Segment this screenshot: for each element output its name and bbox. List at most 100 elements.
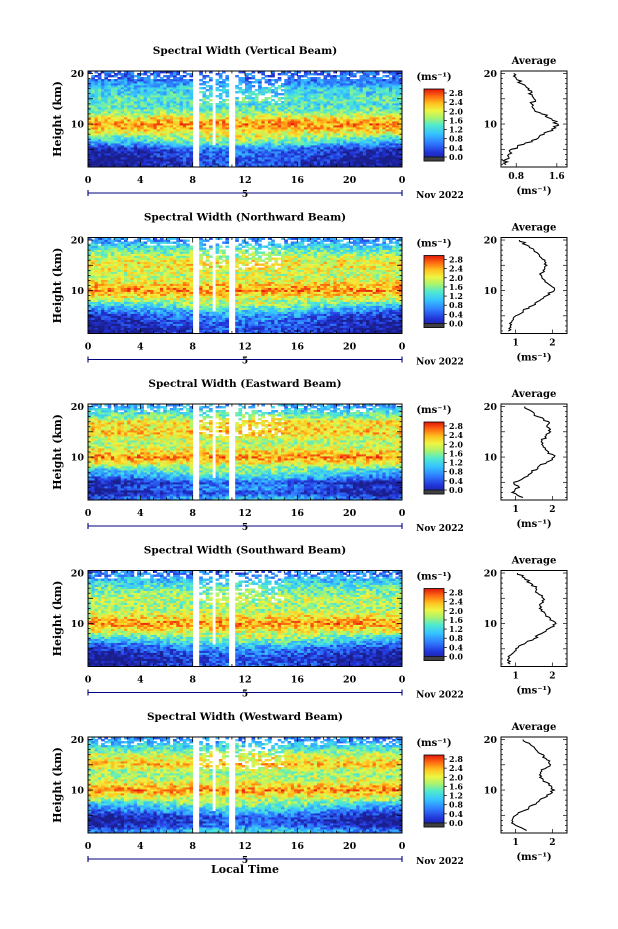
heatmap-cell — [97, 153, 102, 156]
heatmap-cell — [182, 165, 187, 168]
heatmap-cell — [310, 77, 315, 80]
heatmap-cell — [101, 159, 105, 162]
heatmap-cell — [356, 149, 360, 152]
heatmap-cell — [173, 143, 177, 146]
heatmap-cell — [385, 163, 390, 166]
heatmap-cell — [225, 153, 230, 156]
heatmap-cell — [235, 153, 239, 156]
avg-y-tick-label: 20 — [484, 69, 498, 80]
heatmap-cell — [245, 105, 249, 108]
heatmap-cell — [114, 135, 118, 138]
heatmap-cell — [140, 117, 144, 120]
heatmap-cell — [182, 159, 187, 162]
heatmap-cell — [146, 159, 151, 162]
heatmap-cell — [225, 117, 230, 120]
heatmap-cell — [385, 141, 390, 144]
heatmap-cell — [169, 129, 174, 132]
heatmap-cell — [326, 151, 331, 154]
heatmap-cell — [245, 129, 249, 132]
heatmap-cell — [127, 109, 131, 112]
heatmap-cell — [186, 73, 190, 76]
heatmap-cell — [107, 137, 112, 140]
heatmap-cell — [379, 159, 383, 162]
heatmap-cell — [146, 135, 151, 138]
heatmap-cell — [88, 109, 92, 112]
heatmap-cell — [104, 125, 109, 128]
heatmap-cell — [117, 163, 122, 166]
heatmap-cell — [300, 153, 305, 156]
heatmap-cell — [388, 149, 393, 152]
heatmap-cell — [120, 115, 125, 118]
heatmap-cell — [212, 153, 216, 156]
heatmap-cell — [133, 129, 138, 132]
heatmap-cell — [267, 137, 272, 140]
heatmap-cell — [316, 77, 321, 80]
heatmap-cell — [94, 131, 99, 134]
heatmap-cell — [307, 143, 311, 146]
heatmap-cell — [320, 105, 324, 108]
heatmap-cell — [212, 161, 216, 164]
heatmap-cell — [352, 137, 357, 140]
heatmap-cell — [218, 125, 223, 128]
heatmap-cell — [159, 135, 164, 138]
heatmap-cell — [166, 143, 171, 146]
heatmap-cell — [209, 139, 213, 142]
heatmap-cell — [241, 89, 246, 92]
heatmap-cell — [349, 145, 354, 148]
heatmap-cell — [97, 147, 102, 150]
heatmap-cell — [369, 149, 373, 152]
beam-panel-1: Spectral Width (Vertical Beam)2010Height… — [51, 45, 568, 201]
heatmap-cell — [150, 155, 154, 158]
heatmap-cell — [382, 113, 387, 116]
heatmap-cell — [300, 139, 305, 142]
heatmap-cell — [313, 163, 318, 166]
heatmap-cell — [254, 165, 259, 168]
heatmap-cell — [320, 135, 324, 138]
heatmap-cell — [369, 115, 373, 118]
heatmap-cell — [330, 145, 334, 148]
heatmap-cell — [179, 105, 184, 108]
heatmap-cell — [143, 115, 148, 118]
heatmap-cell — [382, 79, 387, 82]
heatmap-cell — [346, 145, 351, 148]
heatmap-cell — [280, 89, 285, 92]
heatmap-cell — [349, 135, 354, 138]
heatmap-cell — [395, 131, 400, 134]
heatmap-cell — [385, 123, 390, 126]
heatmap-cell — [133, 141, 138, 144]
heatmap-cell — [186, 163, 190, 166]
heatmap-cell — [182, 113, 187, 116]
heatmap-cell — [97, 117, 102, 120]
heatmap-cell — [307, 133, 311, 136]
heatmap-cell — [254, 107, 259, 110]
heatmap-cell — [156, 115, 161, 118]
heatmap-cell — [215, 151, 220, 154]
heatmap-cell — [189, 125, 194, 128]
heatmap-cell — [189, 111, 194, 114]
heatmap-cell — [379, 119, 383, 122]
heatmap-cell — [284, 135, 288, 138]
heatmap-cell — [205, 115, 210, 118]
heatmap-cell — [146, 107, 151, 110]
heatmap-cell — [339, 139, 344, 142]
heatmap-cell — [379, 165, 383, 168]
heatmap-cell — [143, 145, 148, 148]
heatmap-cell — [153, 119, 158, 122]
heatmap-cell — [159, 111, 164, 114]
heatmap-cell — [320, 149, 324, 152]
heatmap-cell — [153, 111, 158, 114]
heatmap-cell — [179, 111, 184, 114]
heatmap-cell — [241, 131, 246, 134]
heatmap-cell — [110, 131, 115, 134]
heatmap-cell — [375, 139, 380, 142]
heatmap-cell — [179, 75, 184, 78]
heatmap-cell — [320, 139, 324, 142]
heatmap-cell — [254, 93, 259, 96]
heatmap-cell — [277, 111, 282, 114]
heatmap-cell — [352, 165, 357, 168]
heatmap-cell — [382, 139, 387, 142]
heatmap-cell — [146, 125, 151, 128]
heatmap-cell — [388, 141, 393, 144]
heatmap-cell — [303, 163, 308, 166]
heatmap-cell — [222, 113, 226, 116]
